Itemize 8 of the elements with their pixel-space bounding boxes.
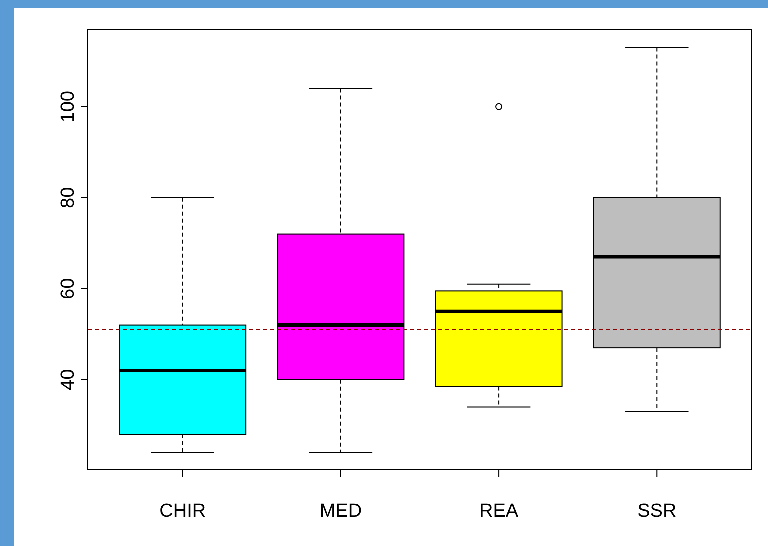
x-tick-label: CHIR [160,501,206,522]
y-tick-label: 60 [58,278,79,300]
y-tick-label: 80 [58,187,79,208]
y-tick-label: 100 [58,91,79,123]
y-tick-label: 40 [58,369,79,390]
x-tick-label: SSR [638,501,677,522]
x-tick-label: REA [480,501,519,522]
x-tick-label: MED [320,501,362,522]
